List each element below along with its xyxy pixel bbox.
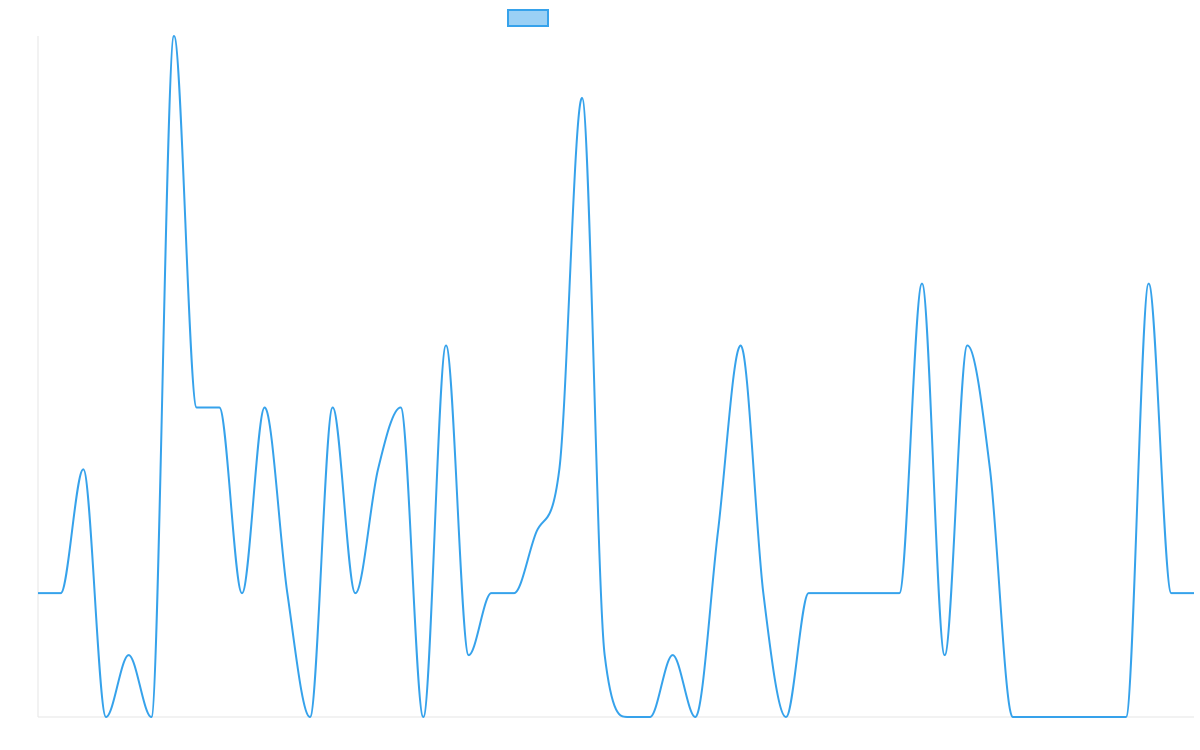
data-point-7[interactable] xyxy=(194,404,200,410)
data-point-37[interactable] xyxy=(874,590,880,596)
data-point-34[interactable] xyxy=(806,590,812,596)
data-point-44[interactable] xyxy=(1032,714,1038,720)
data-point-30[interactable] xyxy=(715,528,721,534)
data-point-19[interactable] xyxy=(466,652,472,658)
data-point-47[interactable] xyxy=(1100,714,1106,720)
series-line xyxy=(37,34,1194,719)
data-point-9[interactable] xyxy=(239,590,245,596)
data-point-21[interactable] xyxy=(511,590,517,596)
data-point-22[interactable] xyxy=(534,528,540,534)
data-point-31[interactable] xyxy=(738,343,744,349)
data-point-38[interactable] xyxy=(896,590,902,596)
data-points xyxy=(35,33,1197,720)
data-point-26[interactable] xyxy=(624,714,630,720)
data-point-25[interactable] xyxy=(602,652,608,658)
data-point-33[interactable] xyxy=(783,714,789,720)
data-point-10[interactable] xyxy=(262,404,268,410)
data-point-32[interactable] xyxy=(760,590,766,596)
data-point-20[interactable] xyxy=(488,590,494,596)
data-point-12[interactable] xyxy=(307,714,313,720)
data-point-1[interactable] xyxy=(58,590,64,596)
data-point-17[interactable] xyxy=(420,714,426,720)
data-point-24[interactable] xyxy=(579,95,585,101)
legend-swatch[interactable] xyxy=(507,9,549,27)
data-point-48[interactable] xyxy=(1123,714,1129,720)
data-point-40[interactable] xyxy=(942,652,948,658)
data-point-15[interactable] xyxy=(375,466,381,472)
data-point-14[interactable] xyxy=(352,590,358,596)
data-point-2[interactable] xyxy=(80,466,86,472)
data-point-42[interactable] xyxy=(987,466,993,472)
data-point-8[interactable] xyxy=(216,404,222,410)
data-point-51[interactable] xyxy=(1191,590,1197,596)
data-point-50[interactable] xyxy=(1168,590,1174,596)
data-point-49[interactable] xyxy=(1146,281,1152,287)
data-point-36[interactable] xyxy=(851,590,857,596)
data-point-29[interactable] xyxy=(692,714,698,720)
data-point-18[interactable] xyxy=(443,343,449,349)
data-point-3[interactable] xyxy=(103,714,109,720)
data-point-39[interactable] xyxy=(919,281,925,287)
data-point-23[interactable] xyxy=(556,466,562,472)
data-point-4[interactable] xyxy=(126,652,132,658)
data-point-6[interactable] xyxy=(171,33,177,39)
data-point-5[interactable] xyxy=(148,714,154,720)
data-point-45[interactable] xyxy=(1055,714,1061,720)
data-point-43[interactable] xyxy=(1010,714,1016,720)
data-point-16[interactable] xyxy=(398,404,404,410)
data-point-11[interactable] xyxy=(284,590,290,596)
data-point-0[interactable] xyxy=(35,590,41,596)
legend[interactable] xyxy=(507,9,549,27)
data-point-28[interactable] xyxy=(670,652,676,658)
data-point-46[interactable] xyxy=(1078,714,1084,720)
data-point-27[interactable] xyxy=(647,714,653,720)
data-point-35[interactable] xyxy=(828,590,834,596)
data-point-41[interactable] xyxy=(964,343,970,349)
data-point-13[interactable] xyxy=(330,404,336,410)
